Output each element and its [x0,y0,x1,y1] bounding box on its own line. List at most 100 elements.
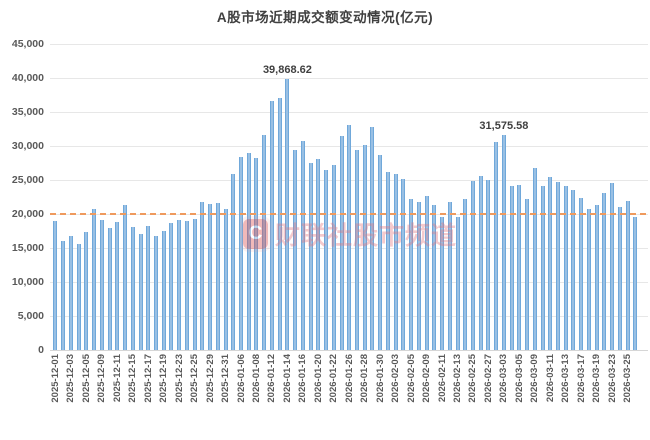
bar [610,182,615,350]
x-axis-tick-label: 2025-12-31 [220,354,232,403]
y-axis-tick-label: 35,000 [11,106,44,118]
x-axis-tick-label: 2026-03-19 [591,354,603,403]
gridline [50,78,648,79]
bar [440,216,445,350]
x-axis-tick-label: 2025-12-19 [158,354,170,403]
bar [463,199,468,350]
x-axis-tick-label: 2026-01-12 [266,354,278,403]
bar [409,199,414,350]
bar [177,220,182,350]
x-axis-tick-label: 2026-02-05 [405,354,417,403]
x-axis-tick-label: 2026-03-03 [498,354,510,403]
bar [548,176,553,350]
bar [68,235,73,350]
cls-logo-icon: C [243,219,268,249]
bar [393,174,398,350]
bar [385,171,390,350]
bar [223,209,228,350]
x-axis-tick-label: 2026-02-11 [436,354,448,403]
bar [262,135,267,350]
x-axis-tick-label: 2026-03-13 [560,354,572,403]
x-axis-tick-label: 2026-02-25 [467,354,479,403]
bar [401,179,406,350]
bar [161,231,166,350]
bar [494,141,499,350]
bar [525,198,530,350]
bar [447,202,452,350]
x-axis-tick-label: 2026-01-22 [328,354,340,403]
bar [231,174,236,350]
y-axis-tick-label: 25,000 [11,174,44,186]
bar [246,153,251,350]
x-axis-tick-label: 2026-01-06 [235,354,247,403]
bar [532,168,537,350]
x-axis-tick-label: 2026-01-28 [359,354,371,403]
bar [571,190,576,350]
watermark-text: 财联社股市频道 [275,222,458,250]
bar [138,233,143,350]
x-axis-tick-label: 2025-12-17 [142,354,154,403]
bar [478,175,483,350]
bar [300,141,305,350]
x-axis-tick-label: 2026-01-30 [374,354,386,403]
x-axis-tick-label: 2026-03-17 [575,354,587,403]
bar [76,243,81,350]
bar [455,217,460,350]
bar [153,235,158,350]
bar [92,209,97,350]
bar [501,135,506,350]
bar [540,185,545,350]
y-axis-tick-label: 45,000 [11,38,44,50]
bar [269,101,274,350]
data-label: 39,868.62 [262,63,312,76]
bar [200,201,205,350]
data-label: 31,575.58 [479,120,529,133]
x-axis-tick-label: 2025-12-15 [127,354,139,403]
bar [61,240,66,350]
bar [293,150,298,350]
bar [146,226,151,350]
bar [347,125,352,350]
y-axis-tick-label: 5,000 [17,310,44,322]
bar [432,205,437,350]
watermark: C 财联社股市频道 [243,216,457,252]
x-axis-tick-label: 2025-12-03 [65,354,77,403]
bar [339,136,344,350]
bar [509,186,514,350]
bar [331,165,336,350]
x-axis-tick-label: 2025-12-23 [173,354,185,403]
bar [115,221,120,350]
y-axis-tick-label: 15,000 [11,242,44,254]
bar [123,205,128,350]
y-axis-tick-label: 0 [38,344,44,356]
y-axis-tick-label: 10,000 [11,276,44,288]
bar [130,226,135,350]
bar [424,195,429,350]
x-axis-tick-label: 2025-12-01 [49,354,61,403]
bar [370,126,375,350]
x-axis-tick-label: 2025-12-29 [204,354,216,403]
y-axis-tick-label: 40,000 [11,72,44,84]
bar [208,203,213,350]
reference-line [50,213,648,215]
y-axis-tick-label: 30,000 [11,140,44,152]
x-axis-tick-label: 2025-12-09 [96,354,108,403]
bar [99,219,104,350]
bar [594,205,599,350]
bar [617,206,622,350]
x-axis-tick-label: 2026-01-16 [297,354,309,403]
x-axis-tick-label: 2025-12-05 [80,354,92,403]
bar [239,156,244,350]
x-axis-tick-label: 2026-03-05 [513,354,525,403]
x-axis-tick-label: 2026-01-26 [343,354,355,403]
bar [84,232,89,350]
bar [184,221,189,350]
bar [316,158,321,350]
x-axis-tick-label: 2026-02-27 [482,354,494,403]
x-axis-tick-label: 2026-03-23 [606,354,618,403]
bar [517,185,522,350]
chart-title: A股市场近期成交额变动情况(亿元) [216,10,434,25]
x-axis-tick-label: 2025-12-25 [189,354,201,403]
bar [602,193,607,350]
